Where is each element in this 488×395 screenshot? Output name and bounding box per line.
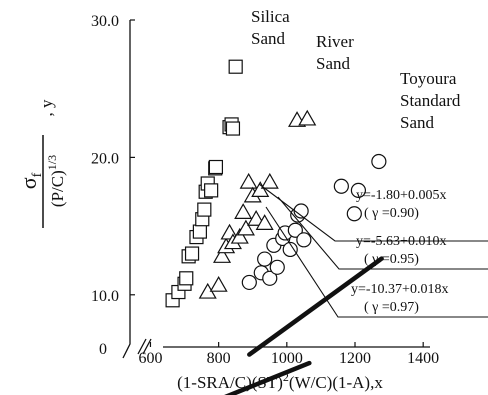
data-point-river	[230, 227, 249, 244]
y-axis	[122, 20, 131, 359]
data-point-toyoura	[241, 274, 257, 291]
data-point-river	[260, 172, 279, 189]
gamma-river: ( γ =0.95)	[364, 252, 419, 267]
equation-river: y=-5.63+0.010x	[356, 234, 446, 249]
fit-lines	[224, 256, 384, 395]
y-axis-label: σf (P/C)1/3 , y	[16, 99, 67, 228]
data-point-river	[234, 203, 253, 219]
equation-silica: y=-1.80+0.005x	[356, 188, 446, 203]
data-point-toyoura	[346, 206, 362, 222]
equation-toyoura: y=-10.37+0.018x	[351, 282, 448, 297]
series-labels: Silica Sand River Sand Toyoura Standard …	[251, 7, 461, 132]
x-tick-label: 1400	[407, 350, 439, 367]
data-point-toyoura	[262, 270, 278, 286]
data-point-toyoura	[282, 241, 298, 258]
series-label-toyoura-line-2: Standard	[400, 91, 461, 110]
data-point-toyoura	[269, 259, 285, 275]
gamma-toyoura: ( γ =0.97)	[364, 300, 419, 315]
data-point-toyoura	[287, 222, 303, 238]
series-label-silica-line-1: Silica	[251, 7, 290, 26]
series-label-toyoura: Toyoura Standard Sand	[400, 69, 461, 132]
y-label-denominator: (P/C)1/3	[45, 155, 67, 207]
y-tick-label: 30.0	[91, 13, 119, 30]
y-label-suffix: , y	[37, 99, 56, 117]
data-point-toyoura	[333, 178, 349, 194]
data-point-toyoura	[257, 251, 273, 267]
y-label-numerator: σf	[16, 172, 45, 189]
leader-line-toyoura	[265, 206, 488, 318]
markers	[165, 59, 387, 308]
series-label-silica: Silica Sand	[251, 7, 290, 48]
data-point-silica	[204, 183, 219, 198]
series-label-river-line-1: River	[316, 32, 354, 51]
data-point-river	[209, 275, 228, 292]
leader-line-river	[277, 196, 488, 270]
series-label-silica-line-2: Sand	[251, 29, 286, 48]
axes: 0	[99, 20, 430, 359]
x-ticks: 600 800 1000 1200 1400	[138, 342, 439, 367]
equation-callouts: y=-1.80+0.005x ( γ =0.90) y=-5.63+0.010x…	[258, 183, 488, 318]
data-point-river	[236, 219, 255, 236]
series-label-toyoura-line-3: Sand	[400, 113, 435, 132]
y-tick-label: 20.0	[91, 150, 119, 167]
x-axis-label: (1-SRA/C)(ST)2(W/C)(1-A),x	[177, 370, 383, 392]
y-tick-label: 10.0	[91, 288, 119, 305]
data-point-river	[239, 172, 258, 189]
series-label-river-line-2: Sand	[316, 54, 351, 73]
axis-break-mark	[137, 338, 152, 355]
y-ticks: 10.0 20.0 30.0	[91, 13, 135, 305]
fit-line-river	[224, 360, 312, 395]
data-point-toyoura	[371, 153, 387, 170]
data-point-river	[251, 181, 270, 197]
gamma-silica: ( γ =0.90)	[364, 206, 419, 221]
leader-line-silica	[258, 183, 488, 242]
series-label-toyoura-line-1: Toyoura	[400, 69, 457, 88]
y-label-denominator-sup: 1/3	[45, 155, 59, 170]
data-point-toyoura	[350, 182, 367, 198]
y-label-numerator-sub: f	[30, 172, 45, 177]
x-label-sup: 2	[283, 370, 289, 384]
data-point-silica	[208, 159, 224, 175]
x-tick-label: 1200	[339, 350, 371, 367]
y-origin-label: 0	[99, 341, 107, 358]
data-point-toyoura	[296, 232, 312, 248]
data-point-silica	[228, 59, 243, 74]
data-point-river	[213, 247, 232, 263]
x-tick-label: 1000	[271, 350, 303, 367]
data-point-silica	[184, 246, 200, 261]
data-point-river	[298, 109, 317, 126]
x-tick-label: 600	[138, 350, 162, 367]
fit-line-toyoura	[247, 256, 384, 357]
data-point-silica	[197, 202, 212, 217]
series-label-river: River Sand	[316, 32, 354, 73]
data-point-silica	[225, 121, 241, 136]
data-point-silica	[192, 224, 207, 239]
data-point-river	[247, 210, 266, 226]
data-point-river	[255, 214, 274, 230]
data-point-silica	[179, 271, 194, 286]
x-tick-label: 800	[207, 350, 231, 367]
